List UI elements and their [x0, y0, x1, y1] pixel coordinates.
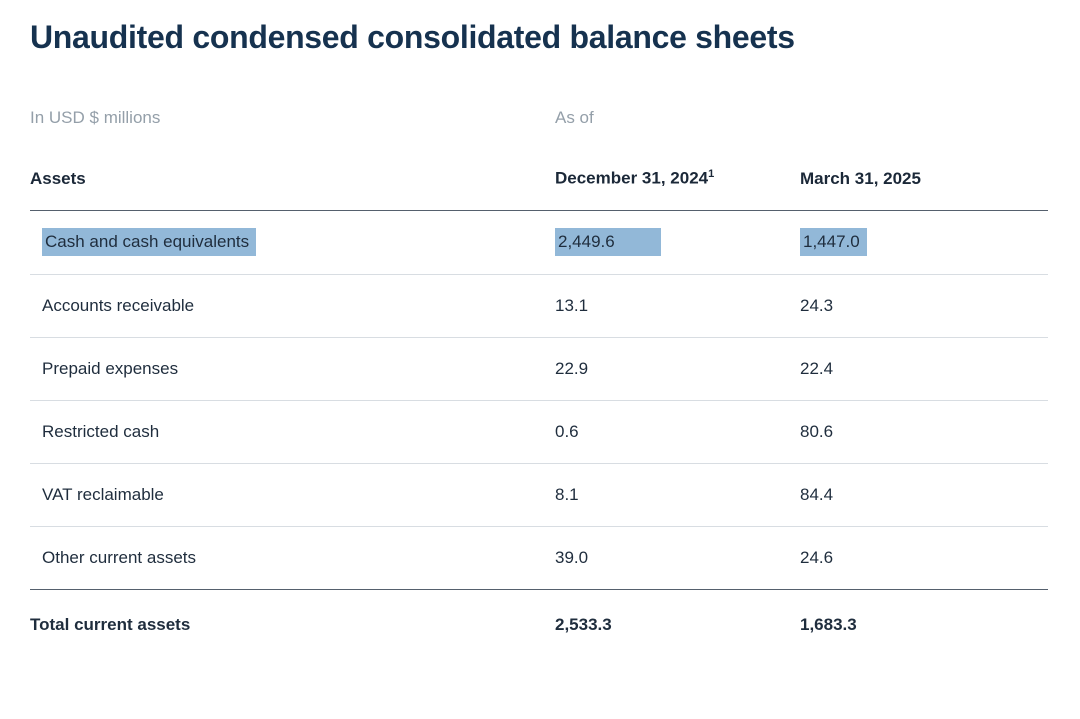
total-value-mar-31-2025: 1,683.3 [800, 614, 857, 634]
row-value-mar-31-2025: 1,447.0 [800, 228, 1048, 257]
table-row-cash-and-cash-equivalents: Cash and cash equivalents 2,449.6 1,447.… [30, 211, 1048, 274]
row-value-mar-31-2025: 22.4 [800, 358, 834, 378]
table-header-row: Assets December 31, 20241 March 31, 2025 [30, 168, 1048, 211]
table-body: Cash and cash equivalents 2,449.6 1,447.… [30, 211, 1048, 589]
total-value-dec-31-2024: 2,533.3 [555, 614, 612, 634]
row-value-dec-31-2024: 0.6 [555, 421, 579, 441]
row-label: Accounts receivable [42, 295, 195, 315]
table-row-accounts-receivable: Accounts receivable 13.1 24.3 [30, 273, 1048, 337]
row-value-mar-31-2025: 80.6 [800, 421, 834, 441]
table-row-prepaid-expenses: Prepaid expenses 22.9 22.4 [30, 336, 1048, 400]
row-value-dec-31-2024: 39.0 [555, 547, 589, 567]
table-meta-row: In USD $ millions As of [30, 108, 1048, 128]
selection-highlight: Cash and cash equivalents [42, 228, 257, 257]
column-header-mar-31-2025: March 31, 2025 [800, 168, 921, 188]
row-value-dec-31-2024: 8.1 [555, 484, 579, 504]
row-label: Cash and cash equivalents [30, 228, 555, 257]
row-value-mar-31-2025: 84.4 [800, 484, 834, 504]
row-value-dec-31-2024: 22.9 [555, 358, 589, 378]
table-row-restricted-cash: Restricted cash 0.6 80.6 [30, 399, 1048, 463]
total-row-label: Total current assets [30, 614, 191, 634]
table-row-other-current-assets: Other current assets 39.0 24.6 [30, 525, 1048, 589]
row-value-mar-31-2025: 24.3 [800, 295, 834, 315]
row-label: Prepaid expenses [42, 358, 179, 378]
column-header-dec-31-2024-text: December 31, 2024 [555, 168, 709, 188]
table-row-total-current-assets: Total current assets 2,533.3 1,683.3 [30, 588, 1048, 668]
row-value-dec-31-2024: 2,449.6 [555, 228, 800, 257]
selection-highlight: 2,449.6 [555, 228, 661, 257]
table-row-vat-reclaimable: VAT reclaimable 8.1 84.4 [30, 462, 1048, 526]
column-header-dec-31-2024: December 31, 20241 [555, 168, 800, 189]
row-label: Restricted cash [42, 421, 160, 441]
row-label: Other current assets [42, 547, 197, 567]
assets-section-header: Assets [30, 168, 86, 188]
as-of-label: As of [555, 108, 594, 128]
row-label: VAT reclaimable [42, 484, 164, 504]
footnote-marker: 1 [708, 168, 715, 181]
selection-highlight: 1,447.0 [800, 228, 867, 257]
row-value-mar-31-2025: 24.6 [800, 547, 834, 567]
units-label: In USD $ millions [30, 108, 161, 128]
page-title: Unaudited condensed consolidated balance… [30, 19, 795, 55]
balance-sheet-page: Unaudited condensed consolidated balance… [30, 19, 1048, 668]
row-value-dec-31-2024: 13.1 [555, 295, 589, 315]
